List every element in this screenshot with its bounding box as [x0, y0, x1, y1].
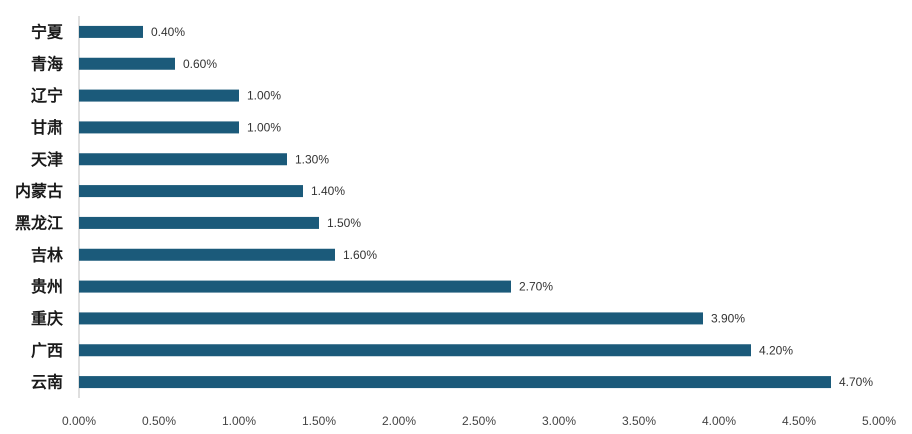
value-labels-group: 0.40% 0.60% 1.00% 1.00% 1.30% 1.40% 1.50% 1.60%… — [151, 25, 873, 389]
bar-6 — [79, 216, 319, 229]
bar-9 — [79, 312, 703, 325]
x-tick-label-7: 3.50% — [622, 414, 656, 428]
value-label-7: 1.60% — [343, 248, 377, 262]
bar-11 — [79, 376, 831, 389]
value-label-1: 0.60% — [183, 57, 217, 71]
x-tick-label-6: 3.00% — [542, 414, 576, 428]
x-tick-label-4: 2.00% — [382, 414, 416, 428]
x-tick-label-0: 0.00% — [62, 414, 96, 428]
x-tick-label-3: 1.50% — [302, 414, 336, 428]
x-tick-label-1: 0.50% — [142, 414, 176, 428]
bar-7 — [79, 248, 335, 261]
category-label-1: 青海 — [31, 54, 63, 73]
bar-10 — [79, 344, 751, 357]
x-tick-label-10: 5.00% — [862, 414, 896, 428]
value-label-8: 2.70% — [519, 280, 553, 294]
category-label-11: 云南 — [31, 373, 63, 392]
x-tick-labels-group: 0.00% 0.50% 1.00% 1.50% 2.00% 2.50% 3.00% 3.50%… — [62, 414, 896, 428]
value-label-3: 1.00% — [247, 120, 281, 134]
value-label-9: 3.90% — [711, 311, 745, 325]
x-tick-label-5: 2.50% — [462, 414, 496, 428]
bars-group — [79, 25, 831, 389]
category-label-4: 天津 — [31, 150, 63, 169]
category-label-10: 广西 — [31, 341, 63, 360]
value-label-2: 1.00% — [247, 89, 281, 103]
bar-1 — [79, 57, 175, 70]
category-label-2: 辽宁 — [31, 86, 63, 105]
x-tick-label-2: 1.00% — [222, 414, 256, 428]
bar-3 — [79, 121, 239, 134]
category-label-7: 吉林 — [31, 245, 63, 264]
x-tick-label-9: 4.50% — [782, 414, 816, 428]
bar-4 — [79, 153, 287, 166]
value-label-0: 0.40% — [151, 25, 185, 39]
value-label-4: 1.30% — [295, 152, 329, 166]
category-label-8: 贵州 — [31, 277, 63, 296]
category-label-6: 黑龙江 — [15, 213, 63, 232]
bar-8 — [79, 280, 511, 293]
value-label-10: 4.20% — [759, 343, 793, 357]
bar-0 — [79, 25, 143, 38]
x-tick-label-8: 4.00% — [702, 414, 736, 428]
category-label-5: 内蒙古 — [15, 182, 63, 201]
category-label-3: 甘肃 — [31, 118, 63, 137]
value-label-11: 4.70% — [839, 375, 873, 389]
category-label-0: 宁夏 — [31, 22, 64, 41]
bar-2 — [79, 89, 239, 102]
value-label-6: 1.50% — [327, 216, 361, 230]
bar-5 — [79, 185, 303, 198]
category-label-9: 重庆 — [31, 309, 63, 328]
value-label-5: 1.40% — [311, 184, 345, 198]
